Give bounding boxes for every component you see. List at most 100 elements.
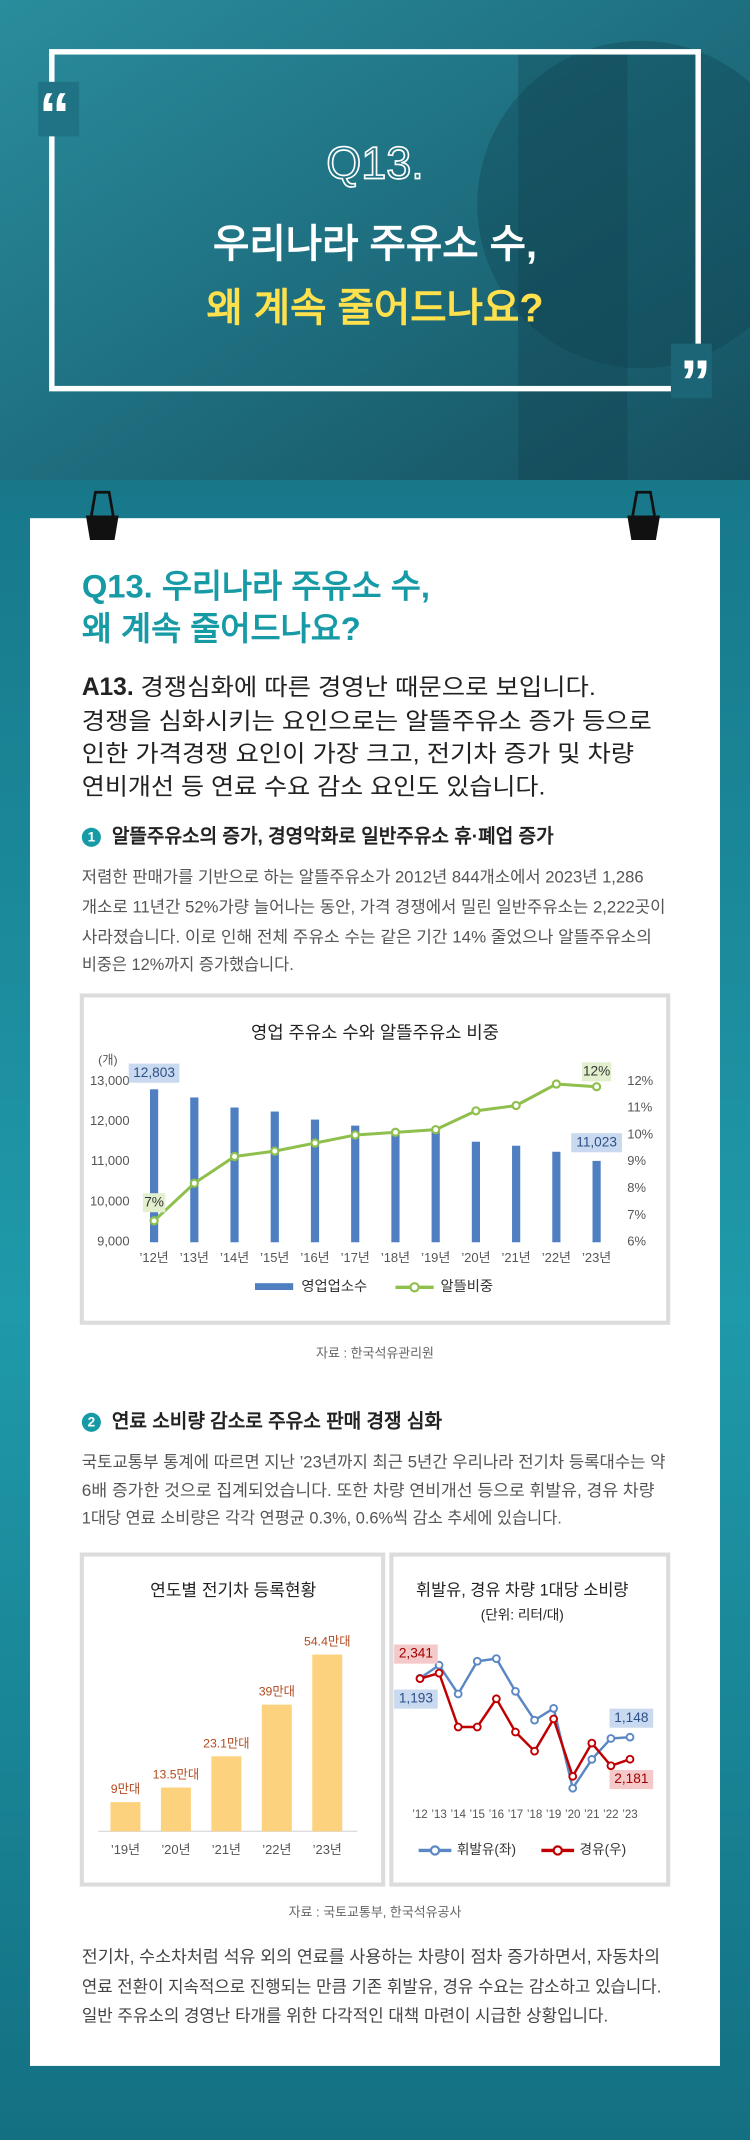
y-tick-label: 10,000	[90, 1193, 130, 1208]
y2-tick-label: 12%	[627, 1073, 653, 1088]
x-tick-label: ’16	[489, 1809, 504, 1821]
bar	[592, 1160, 601, 1243]
line-point	[431, 1125, 441, 1135]
bar	[351, 1125, 360, 1243]
answer-text: 경쟁을 심화시키는 요인으로는 알뜰주유소 증가 등으로	[82, 708, 652, 734]
line-point	[415, 1674, 425, 1684]
x-tick-label: ’23년	[582, 1250, 611, 1265]
card-heading: Q13. 우리나라 주유소 수,	[82, 568, 430, 605]
header-title: 왜 계속 줄어드나요?	[206, 286, 543, 330]
y2-tick-label: 9%	[627, 1153, 646, 1168]
frame	[49, 49, 701, 392]
frame-gap	[670, 343, 712, 399]
value-label: 2,341	[399, 1646, 433, 1661]
value-label: 39만대	[259, 1685, 295, 1699]
value-label: 12,803	[133, 1065, 175, 1080]
section-number: 2	[88, 1415, 96, 1430]
binder-clip	[85, 490, 660, 541]
bar	[160, 1787, 191, 1832]
line-point	[591, 1082, 602, 1092]
value-label-bg	[128, 1063, 180, 1083]
value-label-bg	[609, 1708, 654, 1728]
bar	[552, 1151, 561, 1243]
chart-box	[79, 993, 671, 1325]
y2-tick-label: 7%	[627, 1207, 646, 1222]
line-point	[568, 1783, 578, 1793]
answer-text: 경쟁심화에 따른 경영난 때문으로 보입니다.	[140, 674, 595, 700]
x-tick-label: ’21년	[502, 1250, 531, 1265]
value-label-bg	[142, 1193, 166, 1213]
x-tick-label: ’16년	[300, 1250, 329, 1265]
chart-subtitle: (단위: 리터/대)	[481, 1608, 564, 1623]
header-q: Q13.	[326, 137, 424, 188]
line-point	[549, 1704, 558, 1713]
section-number-bg	[81, 827, 101, 847]
bar	[110, 1802, 141, 1832]
bar	[512, 1145, 521, 1243]
line-point	[568, 1771, 578, 1781]
line-point	[472, 1656, 482, 1666]
line-point	[491, 1694, 501, 1704]
value-label: 9만대	[111, 1782, 140, 1796]
line-point	[625, 1732, 635, 1742]
x-tick-label: ’21년	[212, 1842, 241, 1857]
chart-title: 연도별 전기차 등록현황	[150, 1581, 316, 1600]
x-tick-label: ’12	[412, 1809, 427, 1821]
header-title: 우리나라 주유소 수,	[213, 222, 537, 266]
legend-label: 경유(우)	[580, 1842, 627, 1857]
line-point	[390, 1127, 401, 1137]
x-tick-label: ’18	[527, 1809, 542, 1821]
line-point	[511, 1100, 521, 1111]
line-point	[511, 1727, 520, 1737]
quote-close: ”	[680, 348, 711, 418]
line	[153, 1082, 597, 1222]
value-label-bg	[394, 1689, 438, 1709]
section-text: 6배 증가한 것으로 집계되었습니다. 또한 차량 연비개선 등으로 휘발유, …	[82, 1482, 655, 1500]
closing-text: 연료 전환이 지속적으로 진행되는 만큼 기존 휘발유, 경유 수요는 감소하고…	[82, 1978, 662, 1997]
x-tick-label: ’19년	[111, 1842, 140, 1857]
value-label-bg	[394, 1644, 438, 1664]
closing-text: 일반 주유소의 경영난 타개를 위한 다각적인 대책 마련이 시급한 상황입니다…	[82, 2006, 608, 2025]
x-tick-label: ’20년	[461, 1250, 490, 1265]
x-tick-label: ’17	[508, 1809, 523, 1821]
value-label: 12%	[583, 1063, 610, 1078]
closing-text: 전기차, 수소차처럼 석유 외의 연료를 사용하는 차량이 점차 증가하면서, …	[82, 1948, 660, 1967]
value-label-bg	[581, 1062, 612, 1082]
bar	[211, 1756, 242, 1832]
x-tick-label: ’13	[431, 1809, 446, 1821]
frame-gap	[38, 81, 80, 137]
bar	[190, 1097, 199, 1243]
y2-tick-label: 10%	[627, 1126, 653, 1141]
section-text: 사라졌습니다. 이로 인해 전체 주유소 수는 같은 기간 14% 줄었으나 알…	[82, 929, 652, 947]
y-tick-label: 9,000	[97, 1234, 129, 1249]
line-point	[350, 1130, 360, 1140]
y2-tick-label: 11%	[627, 1100, 652, 1115]
bar	[312, 1654, 343, 1832]
x-tick-label: ’22년	[262, 1842, 291, 1857]
section-text: 저렴한 판매가를 기반으로 하는 알뜰주유소가 2012년 844개소에서 20…	[82, 869, 644, 887]
answer-text: 연비개선 등 연료 수요 감소 요인도 있습니다.	[82, 773, 546, 799]
line-point	[587, 1738, 597, 1748]
line-point	[551, 1079, 561, 1089]
line-point	[587, 1755, 597, 1764]
value-label: 13.5만대	[153, 1767, 199, 1781]
bar	[391, 1133, 400, 1243]
value-label: 1,193	[399, 1691, 433, 1706]
x-tick-label: ’15	[470, 1809, 485, 1821]
section-text: 1대당 연료 소비량은 각각 연평균 0.3%, 0.6%씩 감소 추세에 있습…	[82, 1509, 562, 1527]
bar	[150, 1089, 159, 1243]
bar	[230, 1107, 239, 1243]
x-tick-label: ’21	[584, 1809, 599, 1821]
legend-swatch	[255, 1283, 294, 1291]
line-point	[270, 1146, 280, 1156]
y-tick-label: 12,000	[90, 1113, 130, 1128]
x-tick-label: ’12년	[140, 1250, 169, 1265]
section-title: 알뜰주유소의 증가, 경영악화로 일반주유소 휴·폐업 증가	[112, 825, 554, 847]
x-tick-label: ’14년	[220, 1250, 249, 1265]
section-text: 국토교통부 통계에 따르면 지난 ’23년까지 최근 5년간 우리나라 전기차 …	[82, 1454, 666, 1472]
line-point	[472, 1722, 482, 1732]
legend-label: 휘발유(좌)	[457, 1842, 516, 1857]
x-tick-label: ’14	[450, 1809, 466, 1821]
value-label: 11,023	[576, 1134, 617, 1149]
